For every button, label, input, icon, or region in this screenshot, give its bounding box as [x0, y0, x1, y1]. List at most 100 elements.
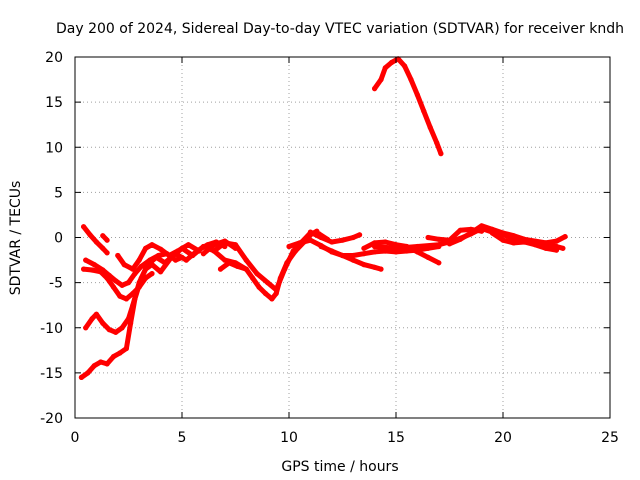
data-point	[81, 224, 87, 230]
data-point	[357, 232, 363, 238]
y-tick-label: -10	[40, 321, 63, 337]
data-point	[269, 296, 275, 302]
data-point	[138, 263, 144, 269]
series-arc-q	[425, 226, 485, 243]
data-point	[136, 257, 142, 263]
data-point	[372, 243, 378, 250]
data-point	[217, 266, 224, 272]
series-arc-l	[307, 229, 363, 245]
data-point	[110, 354, 117, 360]
data-point	[106, 272, 112, 278]
data-point	[378, 266, 384, 272]
data-point	[130, 266, 136, 272]
data-point	[125, 316, 132, 322]
data-point	[425, 254, 431, 260]
data-point	[158, 246, 164, 252]
series-arc-r	[489, 230, 560, 253]
data-point	[500, 237, 506, 243]
data-series-layer	[78, 56, 568, 380]
series-arc-c	[81, 224, 110, 256]
data-point	[436, 260, 442, 266]
data-point	[196, 248, 202, 254]
y-tick-label: -15	[40, 366, 63, 382]
data-point	[119, 282, 125, 288]
data-point	[232, 245, 239, 251]
data-point	[119, 325, 125, 331]
data-point	[290, 248, 296, 254]
y-tick-label: 15	[45, 95, 63, 111]
data-point	[489, 230, 495, 236]
series-line	[200, 238, 238, 257]
series-arc-g	[115, 242, 202, 272]
data-point	[511, 233, 517, 239]
data-point	[83, 257, 89, 263]
data-point	[339, 237, 346, 243]
y-tick-label: 10	[45, 140, 63, 156]
data-point	[149, 271, 155, 277]
data-point	[123, 296, 129, 302]
data-point	[130, 290, 136, 297]
data-point	[382, 65, 388, 71]
data-point	[438, 151, 444, 157]
data-point	[130, 302, 136, 308]
data-point	[479, 228, 485, 234]
data-point	[254, 271, 260, 277]
data-point	[104, 361, 110, 367]
data-point	[104, 237, 110, 243]
data-point	[262, 290, 269, 297]
data-point	[560, 245, 566, 251]
series-arc-d	[100, 233, 110, 243]
data-point	[235, 263, 241, 269]
data-point	[89, 316, 95, 322]
data-point	[173, 257, 179, 263]
data-point	[297, 240, 303, 246]
data-point	[265, 280, 271, 286]
series-line	[372, 56, 444, 157]
data-point	[436, 236, 442, 242]
series-arc-p	[446, 223, 568, 247]
data-point	[511, 240, 517, 246]
data-point	[436, 242, 442, 248]
data-point	[350, 257, 356, 263]
y-axis-label: SDTVAR / TECUs	[8, 181, 24, 296]
data-point	[479, 223, 485, 229]
y-tick-label: 0	[54, 231, 63, 247]
data-point	[93, 239, 99, 245]
data-point	[121, 262, 127, 268]
data-point	[106, 327, 112, 333]
data-point	[125, 280, 132, 286]
data-point	[113, 329, 119, 335]
data-point	[78, 374, 84, 380]
data-point	[85, 370, 91, 376]
data-point	[123, 345, 129, 352]
data-point	[100, 320, 106, 326]
data-point	[553, 247, 560, 253]
data-point	[282, 266, 288, 272]
x-tick-label: 20	[494, 430, 512, 446]
y-tick-label: -5	[49, 276, 63, 292]
data-point	[273, 287, 279, 293]
grid-lines	[75, 57, 610, 418]
data-point	[143, 266, 149, 272]
data-point	[457, 227, 463, 233]
data-point	[446, 237, 453, 243]
data-point	[468, 226, 474, 232]
data-point	[521, 239, 528, 245]
data-point	[175, 248, 181, 254]
data-point	[393, 245, 399, 251]
data-point	[147, 257, 153, 263]
data-point	[136, 284, 142, 290]
data-point	[350, 252, 356, 259]
data-point	[190, 252, 196, 259]
data-point	[243, 266, 249, 272]
data-point	[361, 245, 367, 251]
x-tick-label: 5	[178, 430, 187, 446]
data-point	[286, 243, 292, 250]
data-point	[553, 238, 560, 244]
data-point	[115, 252, 121, 259]
data-point	[91, 363, 97, 369]
data-point	[250, 275, 256, 281]
data-point	[307, 237, 313, 243]
data-point	[117, 350, 123, 356]
data-point	[372, 264, 378, 270]
